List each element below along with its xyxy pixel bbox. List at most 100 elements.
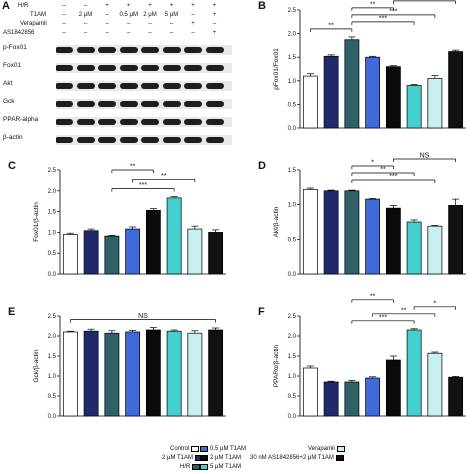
y-tick-label: 1.5	[288, 354, 297, 360]
bar	[406, 329, 422, 417]
legend-item-hr: H/R	[180, 464, 201, 470]
bar	[83, 230, 99, 275]
western-blot-panel: H/R T1AM Verapamil AS1842856 – – + + + + + + – 2 …	[0, 0, 240, 160]
blot-band	[76, 119, 95, 125]
condition-value: –	[62, 3, 66, 9]
significance-label: ***	[379, 314, 387, 321]
legend-item-2um-t1am-left: 2 μM T1AM	[162, 455, 204, 461]
significance-label: ***	[389, 8, 397, 15]
y-tick-label: 1.5	[288, 168, 297, 174]
blot-strip	[56, 135, 232, 145]
y-tick-label: 2.5	[288, 314, 297, 320]
blot-strip	[56, 45, 232, 55]
blot-band	[205, 47, 224, 53]
legend-item-verapamil: Verapamil	[308, 446, 345, 452]
condition-value: +	[105, 3, 109, 9]
bar	[365, 198, 381, 275]
condition-value: –	[148, 21, 152, 27]
y-tick-label: 2.0	[48, 334, 57, 340]
blot-band	[119, 101, 138, 107]
blot-band	[141, 83, 159, 89]
blot-band	[98, 47, 116, 53]
y-tick-label: 0.5	[48, 394, 57, 400]
significance-label: ***	[139, 182, 147, 189]
blot-strip	[56, 99, 232, 109]
condition-value: –	[83, 3, 88, 9]
bar	[302, 367, 318, 417]
condition-label-t1am: T1AM	[30, 12, 47, 18]
blot-band	[98, 65, 116, 71]
legend-swatch	[200, 464, 208, 470]
condition-value: –	[105, 21, 109, 27]
condition-value: –	[169, 30, 174, 36]
y-tick-label: 1.0	[48, 374, 57, 380]
blot-band	[141, 101, 159, 107]
y-tick-label: 2.5	[48, 168, 57, 174]
blot-band	[119, 83, 138, 89]
bar	[448, 376, 464, 417]
blot-band	[141, 65, 159, 71]
significance-label: ***	[379, 15, 387, 22]
bar	[344, 381, 360, 417]
y-tick-label: 2.0	[48, 189, 57, 195]
bar	[385, 66, 401, 129]
y-tick-label: 0.0	[288, 126, 297, 132]
bar	[166, 330, 182, 417]
y-tick-label: 0.0	[48, 414, 57, 420]
y-tick-label: 2.5	[48, 314, 57, 320]
y-axis-label: Fox01/β-actin	[33, 202, 40, 242]
blot-band	[76, 65, 95, 71]
blot-band	[205, 119, 224, 125]
legend-swatch	[200, 455, 208, 461]
y-tick-label: 2.0	[288, 334, 297, 340]
bar	[448, 51, 464, 129]
y-tick-label: 1.5	[48, 354, 57, 360]
condition-value: +	[212, 3, 217, 9]
bar	[62, 234, 78, 275]
legend-item-control: Control	[170, 446, 200, 452]
blot-band	[205, 101, 224, 107]
blot-band	[76, 83, 95, 89]
legend-swatch	[192, 464, 201, 470]
condition-value: –	[105, 12, 109, 18]
condition-value: 2 μM	[78, 12, 93, 18]
significance-label: **	[380, 167, 386, 174]
condition-value: +	[191, 21, 195, 27]
blot-label-ppar-alpha: PPAR-alpha	[3, 116, 39, 123]
blot-band	[76, 137, 95, 143]
legend-swatch	[191, 446, 200, 452]
blot-band	[119, 119, 138, 125]
blot-band	[56, 83, 73, 89]
significance-label: **	[370, 1, 376, 8]
bar	[406, 85, 422, 129]
bar	[427, 78, 443, 129]
legend-label: Control	[170, 446, 190, 452]
y-tick-label: 1.5	[48, 210, 57, 216]
bar	[62, 331, 78, 417]
blot-band	[205, 65, 224, 71]
bar	[406, 221, 422, 275]
blot-label-beta-actin: β-actin	[3, 134, 23, 141]
bar	[104, 235, 120, 275]
y-axis-label: PPARα/β-actin	[273, 344, 280, 387]
bar	[208, 329, 224, 417]
bar	[125, 331, 141, 417]
blot-band	[56, 65, 73, 71]
significance-label: *	[423, 0, 426, 1]
bar-charts: 0.00.51.01.52.02.5pFox01/Fox01**********…	[33, 0, 466, 420]
y-tick-label: 0.5	[288, 237, 297, 243]
blot-band	[56, 47, 73, 53]
bar	[104, 332, 120, 417]
condition-value: +	[169, 3, 174, 9]
blot-band	[162, 47, 181, 53]
y-tick-label: 0.0	[48, 272, 57, 278]
condition-value: –	[62, 21, 66, 27]
blot-band	[184, 65, 202, 71]
blot-band	[184, 119, 202, 125]
blot-label-akt: Akt	[3, 80, 13, 87]
blot-strip	[56, 117, 232, 127]
blot-band	[184, 47, 202, 53]
condition-value: –	[191, 12, 195, 18]
blot-band	[205, 137, 224, 143]
y-tick-label: 0.0	[288, 272, 297, 278]
